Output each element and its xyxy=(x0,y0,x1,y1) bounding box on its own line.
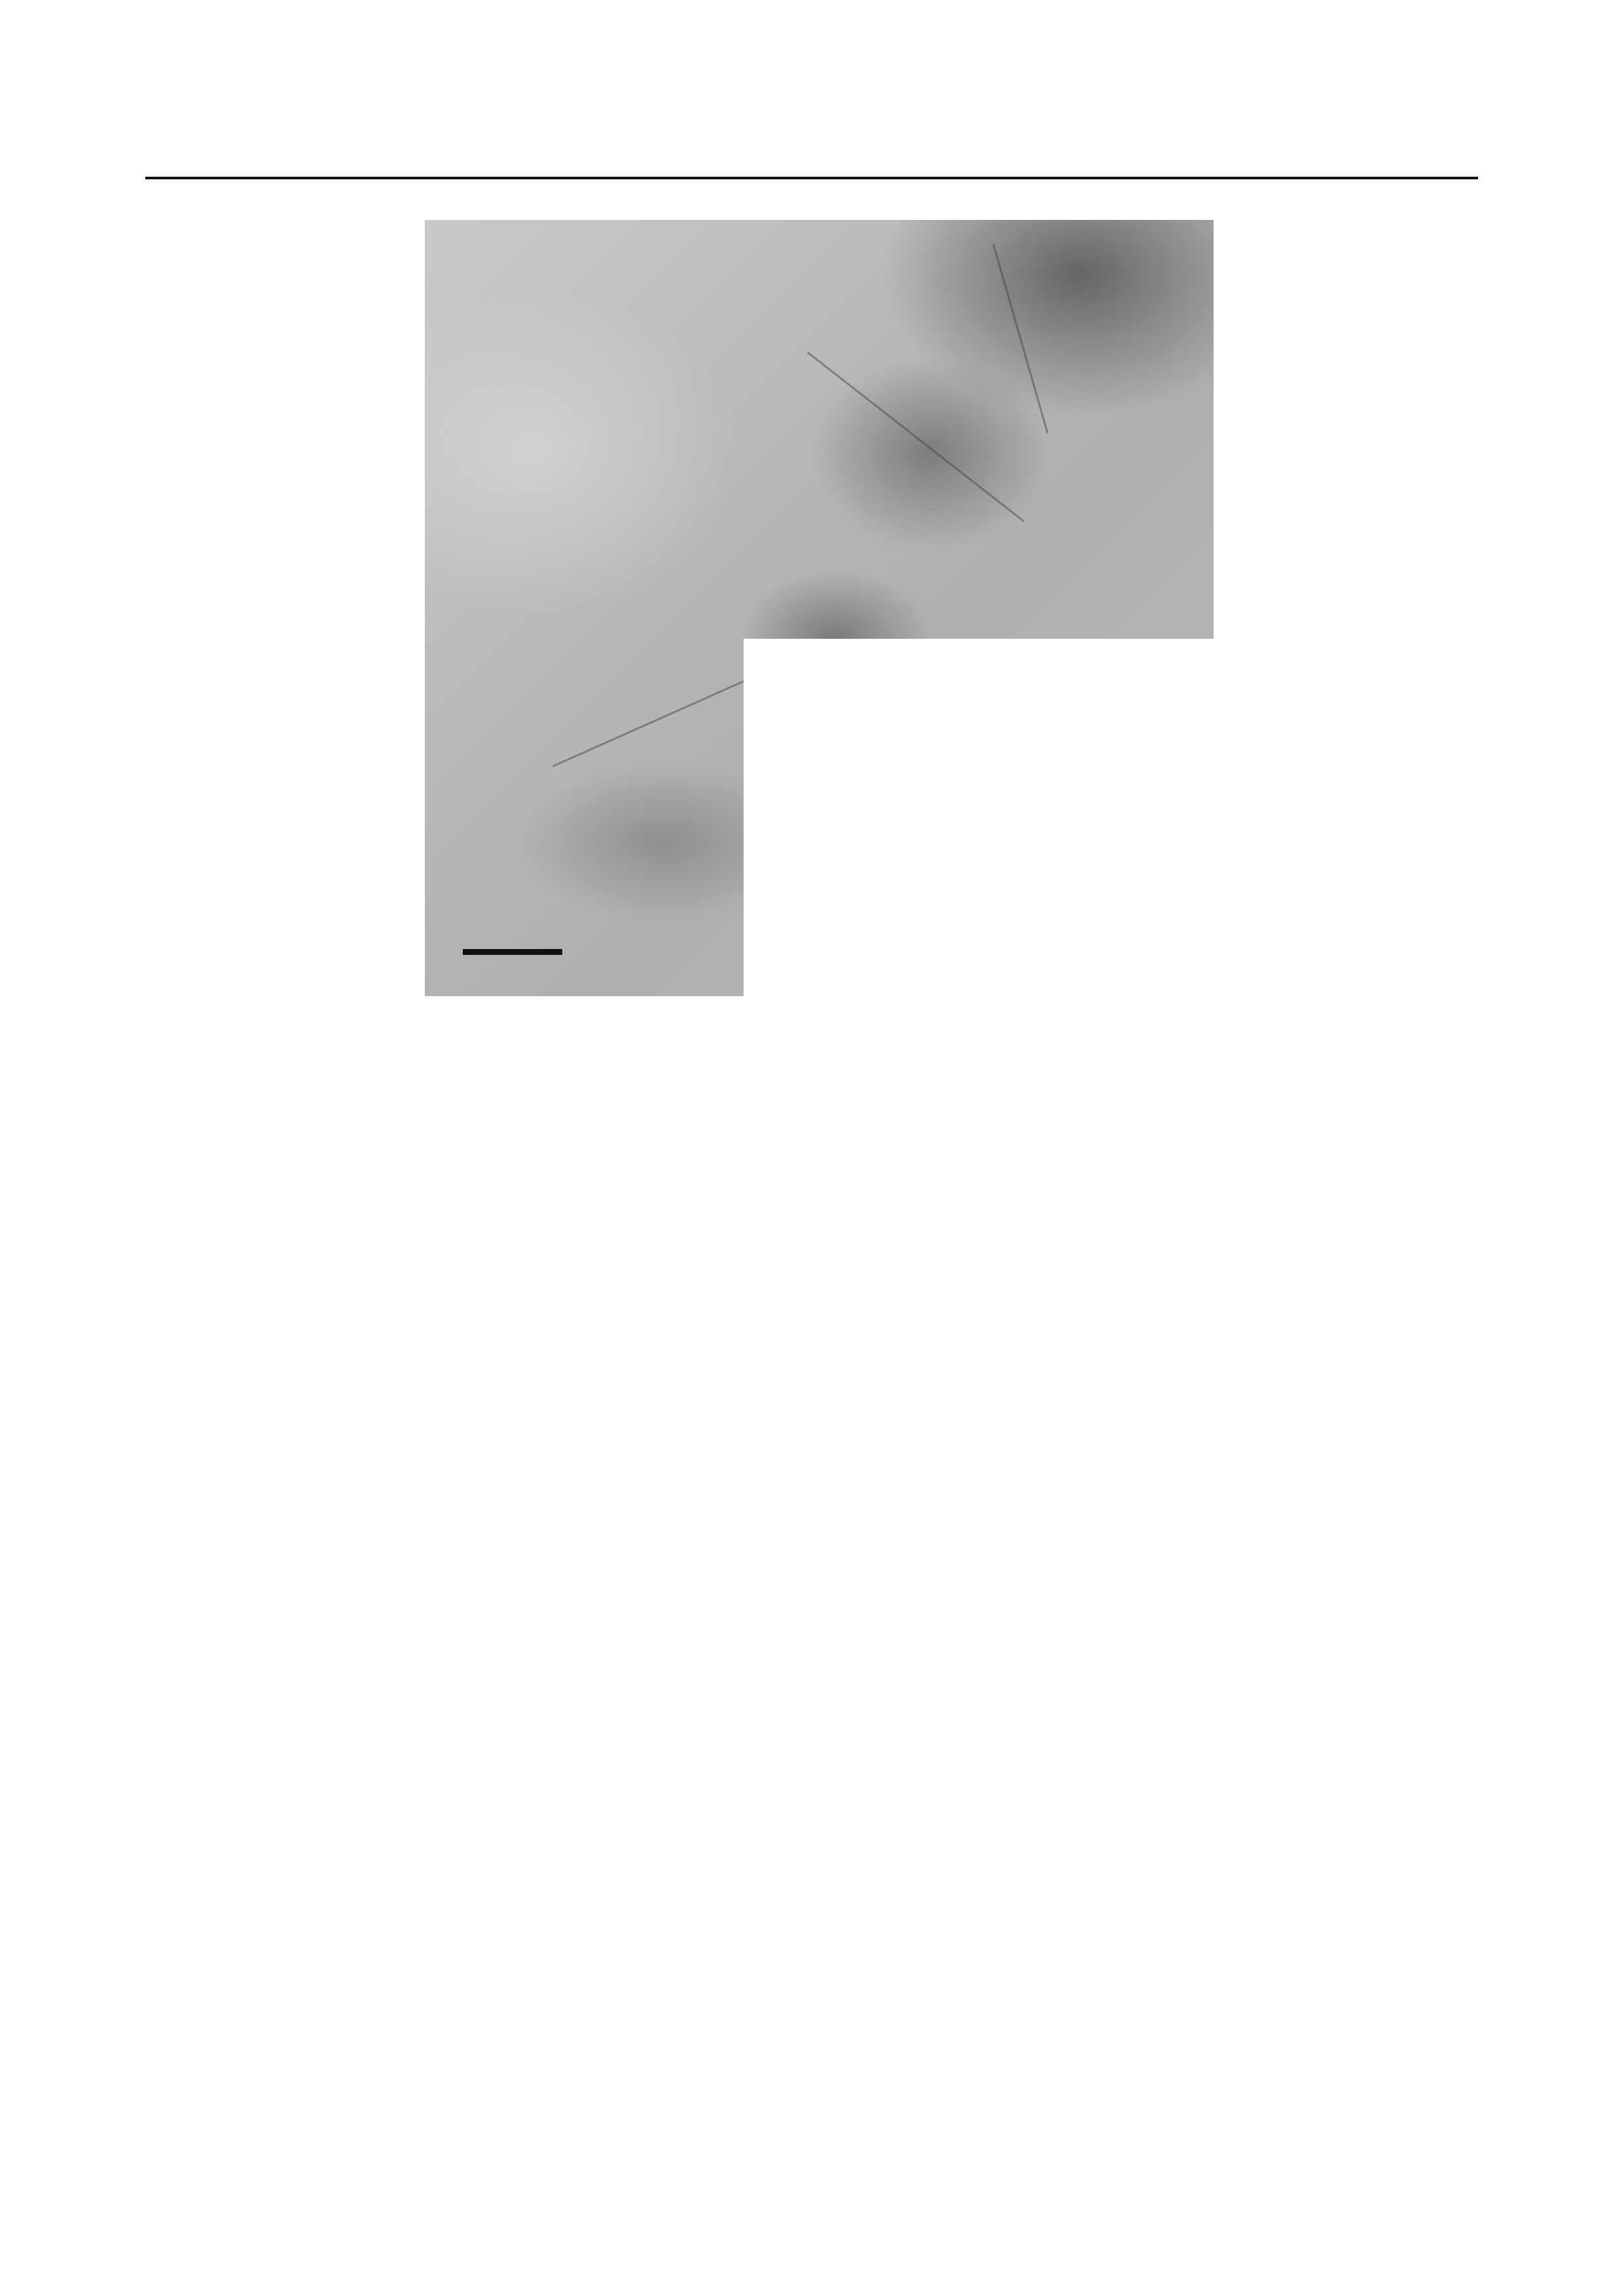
tem-scalebar xyxy=(463,949,562,955)
grain-boundary-line xyxy=(552,669,769,768)
grain-boundary-line xyxy=(992,243,1049,434)
fig6-caption xyxy=(196,1503,278,1572)
fig5-caption-en xyxy=(0,1047,1624,1076)
eds-svg xyxy=(744,639,1214,996)
fig7-caption xyxy=(929,1694,1011,1763)
tem-scalebar-group xyxy=(463,945,562,955)
grain-boundary-line xyxy=(806,351,1025,522)
xrd-svg xyxy=(915,1092,1494,1684)
diffraction-svg xyxy=(425,220,747,558)
fig5-caption-cn xyxy=(0,1012,1624,1043)
header-rule xyxy=(145,177,1478,179)
tem-micrograph xyxy=(425,220,1214,996)
mass-gain-svg xyxy=(155,1098,812,1484)
